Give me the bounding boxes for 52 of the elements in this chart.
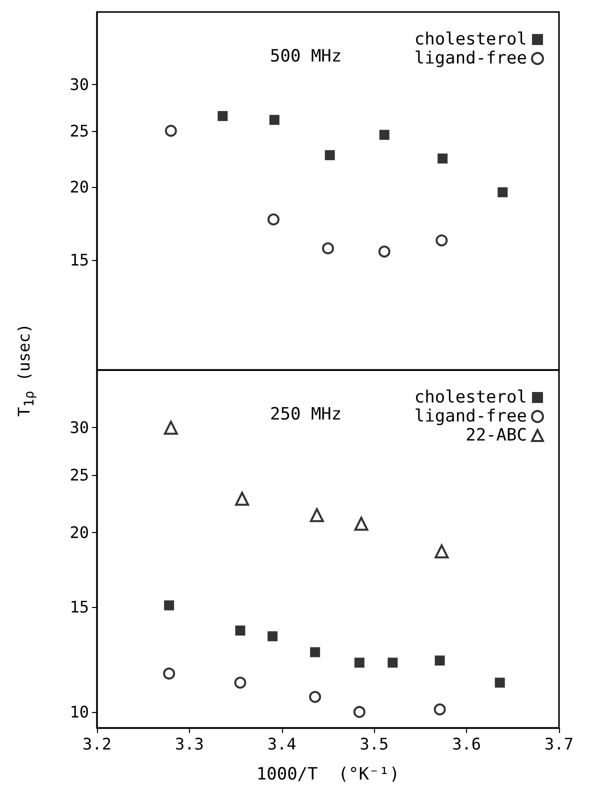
point — [436, 234, 448, 246]
point — [164, 600, 174, 610]
y-tick-label: 10 — [70, 702, 89, 722]
point — [267, 213, 280, 226]
y-tick-label: 15 — [70, 598, 89, 617]
point — [378, 246, 390, 258]
annotation: 250 MHz — [270, 404, 342, 424]
point — [494, 678, 505, 688]
point — [310, 508, 324, 522]
point — [322, 242, 334, 254]
point — [164, 420, 178, 435]
y-tick-label: 25 — [70, 121, 89, 140]
point — [163, 668, 176, 680]
point — [379, 130, 390, 140]
point — [310, 647, 320, 658]
point — [269, 114, 280, 125]
annotation: 500 MHz — [270, 46, 342, 66]
x-tick-label: 3.3 — [174, 734, 204, 754]
legend-label: ligand-free — [414, 406, 527, 426]
point — [354, 658, 364, 668]
point — [434, 703, 446, 716]
legend-label: cholesterol — [414, 30, 527, 50]
point — [235, 626, 246, 636]
point — [324, 150, 335, 160]
point — [438, 154, 448, 164]
y-tick-label: 20 — [70, 523, 89, 542]
y-tick-label: 25 — [70, 465, 89, 484]
point — [309, 690, 322, 703]
y-tick-label: 15 — [70, 250, 89, 270]
y-tick-label: 20 — [70, 178, 89, 197]
x-tick-label: 3.4 — [267, 734, 296, 754]
point — [498, 187, 508, 198]
x-tick-label: 3.5 — [360, 734, 389, 754]
legend-label: cholesterol — [414, 388, 527, 408]
point — [434, 544, 449, 558]
y-tick-label: 30 — [70, 418, 89, 438]
point — [234, 676, 246, 689]
point — [434, 656, 445, 666]
legend-label: ligand-free — [414, 48, 527, 68]
x-axis-title: 1000/T (°K⁻¹) — [256, 764, 400, 784]
point — [353, 706, 366, 718]
x-tick-label: 3.7 — [544, 734, 574, 754]
x-tick-label: 3.2 — [82, 734, 112, 754]
point — [164, 124, 177, 137]
legend-label: 22-ABC — [466, 426, 527, 446]
x-tick-label: 3.6 — [452, 734, 482, 754]
point — [218, 111, 228, 122]
y-tick-label: 30 — [70, 75, 89, 94]
point — [235, 492, 250, 506]
point — [388, 658, 398, 668]
point — [268, 631, 278, 642]
point — [354, 516, 368, 531]
